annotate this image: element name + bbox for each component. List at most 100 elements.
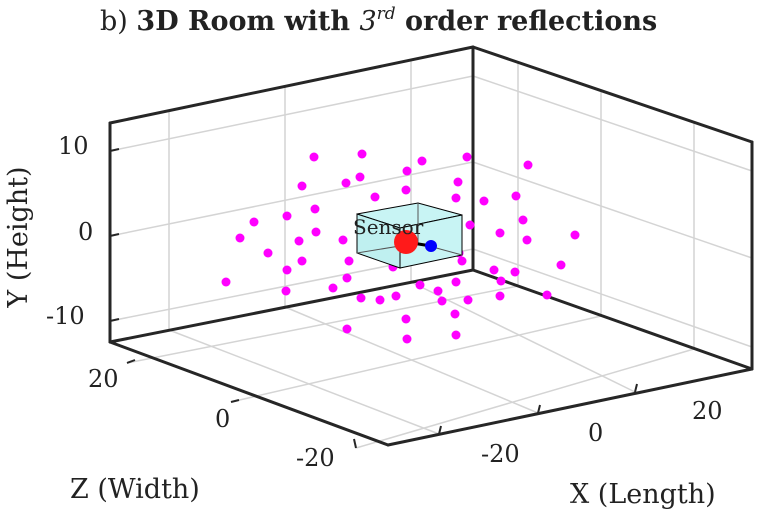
chart-title: b) 3D Room with 3rd order reflections xyxy=(100,4,657,37)
z-tick-label: 0 xyxy=(215,405,230,433)
reflection-point xyxy=(462,152,472,162)
z-tick-labels: 20 0 -20 xyxy=(88,365,335,472)
source-and-sensor: Sensor xyxy=(353,215,437,254)
reflection-point xyxy=(221,277,231,287)
back-wall-right xyxy=(473,47,752,369)
reflection-point xyxy=(342,273,352,283)
grid-line-y xyxy=(472,161,753,259)
reflection-point xyxy=(522,235,532,245)
reflection-point xyxy=(297,181,307,191)
reflection-point xyxy=(451,193,461,203)
reflection-point xyxy=(523,160,533,170)
grid-line-x xyxy=(230,315,602,403)
sensor-label: Sensor xyxy=(353,215,424,239)
reflection-point xyxy=(342,324,352,334)
reflection-point xyxy=(451,277,461,287)
grid-line-y xyxy=(472,75,753,172)
box-edge-floor-back-right xyxy=(471,268,754,371)
room-box xyxy=(356,202,463,269)
reflection-point xyxy=(489,265,499,275)
reflection-point xyxy=(297,256,307,266)
reflection-point xyxy=(356,293,366,303)
reflection-point xyxy=(370,192,380,202)
z-tick-label: -20 xyxy=(296,444,335,472)
reflection-point xyxy=(463,295,473,305)
tick-marks xyxy=(109,148,638,449)
reflection-point xyxy=(235,233,245,243)
tick-mark-y xyxy=(109,318,120,322)
x-tick-label: -20 xyxy=(481,440,520,468)
y-tick-label: -10 xyxy=(46,302,85,330)
reflection-point xyxy=(355,172,365,182)
grid-line-z xyxy=(168,329,440,435)
reflection-point xyxy=(281,286,291,296)
source-marker xyxy=(394,230,418,254)
tick-mark-z xyxy=(230,399,240,403)
reflection-point xyxy=(282,211,292,221)
reflection-point xyxy=(344,256,354,266)
reflection-point xyxy=(415,280,425,290)
reflection-point xyxy=(495,291,505,301)
reflection-point xyxy=(391,291,401,301)
reflection-point xyxy=(328,283,338,293)
reflection-point xyxy=(433,286,443,296)
reflection-point xyxy=(294,236,304,246)
box-edge-top-right xyxy=(471,45,754,144)
reflection-point xyxy=(402,334,412,344)
reflection-point xyxy=(556,260,566,270)
x-tick-labels: -20 0 20 xyxy=(481,397,723,468)
reflection-point xyxy=(479,196,489,206)
tick-mark-y xyxy=(109,233,120,237)
sensor-marker xyxy=(425,240,437,252)
reflection-point xyxy=(402,166,412,176)
reflection-point xyxy=(570,230,580,240)
reflection-point xyxy=(451,330,461,340)
y-tick-label: 10 xyxy=(58,132,89,160)
tick-mark-y xyxy=(109,148,120,152)
reflection-point xyxy=(417,156,427,166)
reflection-point xyxy=(510,267,520,277)
grid-line-x xyxy=(126,285,519,364)
back-walls xyxy=(110,47,752,369)
reflection-point xyxy=(542,290,552,300)
reflection-point xyxy=(263,248,273,258)
reflection-point xyxy=(450,309,460,319)
x-tick-label: 20 xyxy=(692,397,723,425)
box-edge-floor-front-right xyxy=(386,367,754,447)
reflection-point xyxy=(357,149,367,159)
reflection-point xyxy=(311,227,321,237)
grid-line-x xyxy=(355,348,695,449)
reflection-point xyxy=(341,178,351,188)
tick-mark-x xyxy=(537,404,541,414)
tick-mark-z xyxy=(126,359,136,364)
reflection-point xyxy=(437,296,447,306)
z-tick-label: 20 xyxy=(88,365,119,393)
box-edge-floor-front-left xyxy=(108,340,390,447)
reflection-point xyxy=(457,256,467,266)
x-tick-label: 0 xyxy=(588,419,603,447)
back-wall-left xyxy=(110,47,473,342)
box-edge-floor-back-left xyxy=(108,268,475,344)
x-axis-label: X (Length) xyxy=(570,479,716,510)
grid-line-y xyxy=(109,161,474,237)
reflection-point xyxy=(338,235,348,245)
grid-line-y xyxy=(472,248,753,348)
tick-mark-z xyxy=(353,438,357,449)
y-tick-label: 0 xyxy=(78,218,93,246)
reflection-point xyxy=(496,276,506,286)
grid-line-y xyxy=(109,75,474,152)
reflection-point xyxy=(282,265,292,275)
reflection-point xyxy=(453,177,463,187)
tick-mark-x xyxy=(438,425,442,435)
reflection-point xyxy=(249,217,259,227)
z-axis-label: Z (Width) xyxy=(70,474,200,505)
reflection-point xyxy=(310,204,320,214)
reflection-point xyxy=(375,295,385,305)
axes-box xyxy=(108,45,754,447)
y-axis-label: Y (Height) xyxy=(3,166,34,308)
reflection-point xyxy=(401,185,411,195)
reflection-point xyxy=(309,152,319,162)
reflection-point xyxy=(465,220,475,230)
reflection-point xyxy=(511,191,521,201)
